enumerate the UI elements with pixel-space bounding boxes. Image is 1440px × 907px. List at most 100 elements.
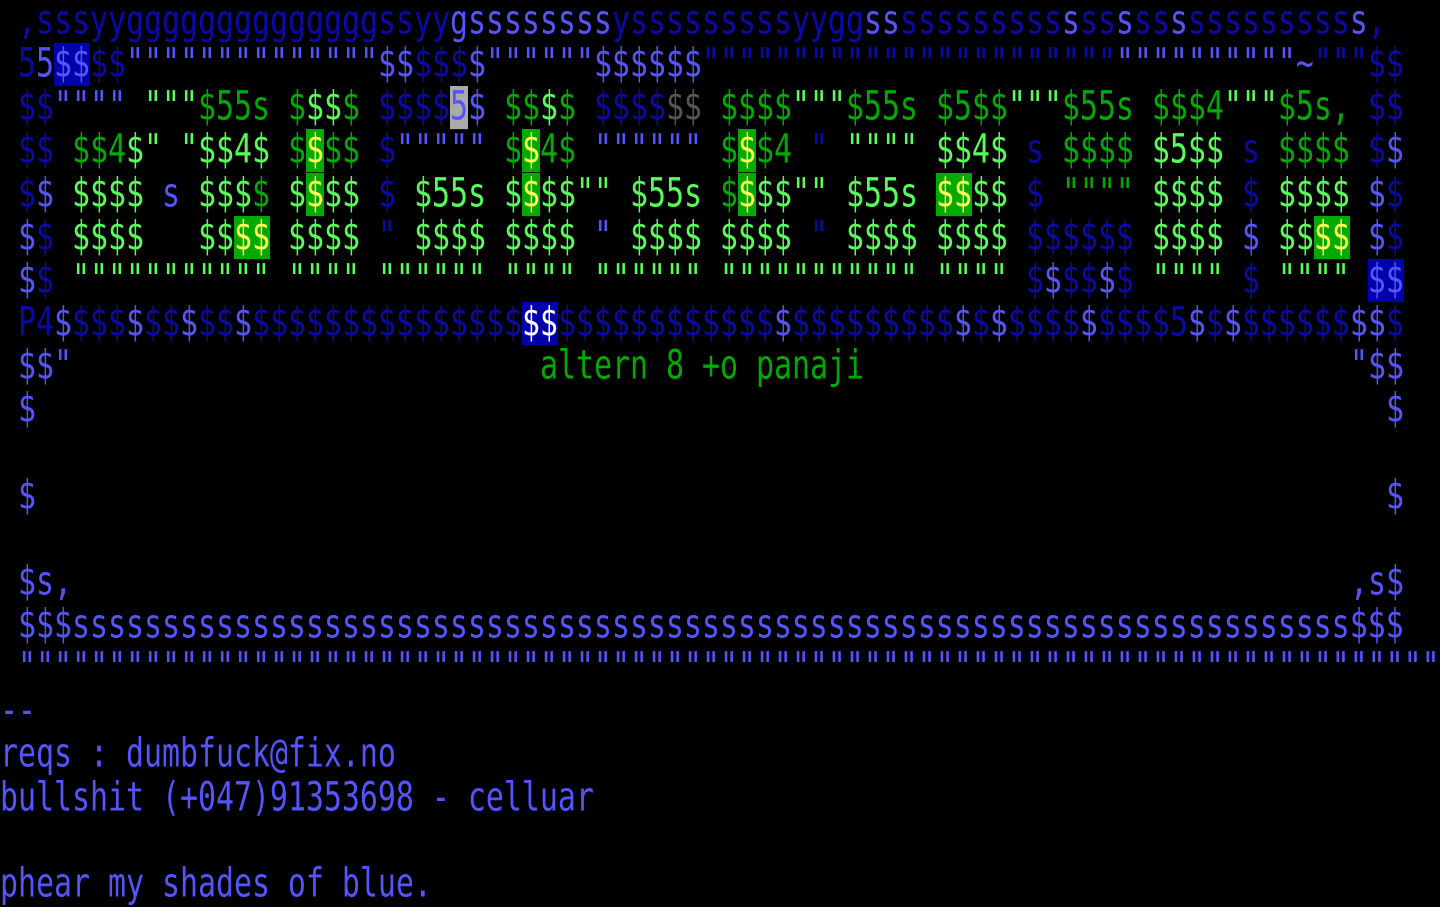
art-row (0, 431, 1440, 474)
art-segment (1350, 129, 1368, 172)
art-segment: $ (36, 212, 54, 261)
art-segment (1260, 129, 1278, 172)
art-segment: """""""""""""" (126, 40, 378, 88)
art-segment (918, 173, 936, 216)
art-segment (0, 302, 18, 345)
art-line: $$ $$$$ $$$$ $$$$ " $$$$ $$$$ " $$$$ $$$… (0, 212, 1440, 261)
art-line: $$$sssssssssssssssssssssssssssssssssssss… (0, 601, 1440, 649)
art-line: bullshit (+047)91353698 - celluar (0, 776, 1440, 820)
art-segment: """" (1151, 256, 1224, 304)
art-segment: $$$$ (72, 212, 144, 261)
art-segment: $$ (521, 299, 558, 347)
art-segment: $ (1385, 299, 1404, 347)
art-segment: $$ (1277, 212, 1314, 261)
art-segment: $$$$$$ (593, 40, 702, 88)
art-segment (0, 0, 18, 43)
art-segment: $$ (323, 126, 360, 174)
art-segment: $ (234, 299, 252, 347)
art-segment: P4 (18, 299, 54, 347)
art-line: $ $ (0, 388, 1440, 431)
art-segment (1350, 86, 1368, 129)
art-segment (126, 86, 144, 129)
art-segment: $ (1385, 126, 1404, 174)
art-segment: sssssssss (899, 0, 1062, 45)
art-segment (360, 173, 378, 216)
left-content: $$ """"""""""" """" """""" """" """""" "… (0, 256, 1404, 304)
art-segment: $$$$ (935, 212, 1008, 261)
art-segment: $$$$$$$$$ (791, 299, 954, 347)
art-segment: s (1241, 126, 1260, 174)
art-segment: $ (953, 299, 972, 347)
art-segment (0, 647, 18, 690)
contact-line: bullshit (+047)91353698 - celluar (0, 776, 1440, 820)
art-segment: $$" (18, 342, 72, 390)
art-segment (54, 216, 72, 259)
art-segment: """" (503, 256, 576, 304)
art-segment: $ (0, 471, 36, 520)
art-segment: """ (1313, 40, 1368, 88)
art-segment: $$ (54, 40, 90, 88)
art-segment: $$$$$$$$$$$$$$$ (252, 299, 522, 347)
requests-line: reqs : dumbfuck@fix.no (0, 733, 1440, 776)
art-segment: $ (1385, 212, 1404, 261)
art-row: $ $ (0, 471, 1440, 520)
art-segment (0, 86, 18, 129)
art-segment: $$4$ (935, 126, 1008, 174)
art-segment: $$ (90, 40, 126, 88)
centered-text: altern 8 +o panaji (0, 342, 1404, 390)
art-segment: y (611, 0, 630, 45)
art-segment: $ (989, 299, 1008, 347)
art-segment (576, 259, 594, 302)
art-segment (828, 129, 846, 172)
art-segment (576, 216, 594, 259)
art-segment (162, 129, 180, 172)
art-segment: $ (1386, 471, 1404, 520)
left-content: $ (0, 471, 36, 520)
art-segment: $ (1205, 299, 1224, 347)
art-segment: $$ (377, 40, 414, 88)
art-segment: """" (1061, 169, 1134, 218)
art-segment (54, 259, 72, 302)
art-segment: $$$$ (377, 83, 450, 131)
art-segment: $$$$ (593, 83, 666, 131)
art-segment: $ (18, 212, 36, 261)
art-segment: "" (575, 169, 612, 218)
art-segment: $ (1367, 169, 1386, 218)
art-segment (270, 129, 288, 172)
art-segment: """" (54, 83, 126, 131)
art-line: """"""""""""""""""""""""""""""""""""""""… (0, 646, 1440, 690)
art-segment: $ (1367, 212, 1386, 261)
art-segment: $$$ (1349, 601, 1404, 649)
art-row: $$ $$$$ s $$$$ $$$$ $ $55s $$$$"" $55s $… (0, 169, 1440, 218)
art-segment: """"""""""" (719, 256, 918, 304)
left-content: reqs : dumbfuck@fix.no (0, 733, 396, 776)
art-segment: $ (1385, 169, 1404, 218)
art-segment: $55s (845, 83, 918, 131)
art-segment: $55s (845, 169, 918, 218)
art-line (0, 820, 1440, 863)
art-segment: $ (971, 299, 990, 347)
art-segment (270, 86, 288, 129)
art-segment: $$$ (197, 169, 252, 218)
art-segment: """"""""""" (72, 256, 270, 304)
art-row: 55$$$$""""""""""""""$$$$$$""""""$$$$$$""… (0, 40, 1440, 88)
art-segment: $ (287, 169, 306, 218)
art-segment (1260, 259, 1278, 302)
left-content: $$$sssssssssssssssssssssssssssssssssssss… (0, 601, 1404, 649)
art-segment: $ (251, 169, 270, 218)
left-content: 55$$$$""""""""""""""$$$$$$""""""$$$$$$""… (0, 40, 1404, 88)
art-segment (0, 216, 18, 259)
art-segment: $$$$ (72, 169, 144, 218)
art-segment: $5$$ (1151, 126, 1224, 174)
art-segment: $ (54, 299, 72, 347)
art-segment (270, 216, 288, 259)
art-line: reqs : dumbfuck@fix.no (0, 733, 1440, 776)
art-line: $ $ (0, 471, 1440, 520)
art-segment: sssssssss (1187, 0, 1350, 45)
art-segment: $ (1043, 256, 1062, 304)
art-segment: altern 8 +o panaji (540, 342, 864, 390)
art-segment: $ (18, 169, 36, 218)
art-segment: $$4 (72, 126, 126, 174)
art-segment (486, 173, 504, 216)
